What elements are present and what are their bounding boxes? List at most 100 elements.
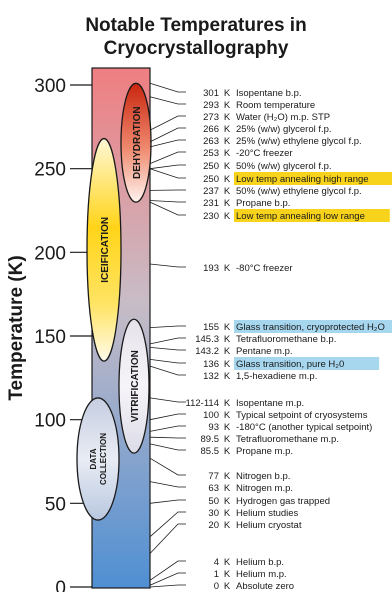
entry-description: Tetrafluoromethane m.p. — [236, 434, 339, 445]
entry-value: 100 — [203, 410, 219, 421]
entry-value: 263 — [203, 136, 219, 147]
entry-highlight — [234, 357, 380, 370]
entry-value: 237 — [203, 186, 219, 197]
entry-description: Water (H₂O) m.p. STP — [236, 112, 330, 123]
entry-unit: K — [224, 346, 231, 357]
region-label-dehydration: DEHYDRATION — [132, 106, 143, 179]
entry-unit: K — [224, 198, 231, 209]
leader-line — [149, 511, 186, 538]
entry-description: Nitrogen m.p. — [236, 483, 293, 494]
entry-unit: K — [224, 186, 231, 197]
entry-unit: K — [224, 359, 231, 370]
entry-value: 301 — [203, 88, 219, 99]
temperature-entry: 143.2 K Pentane m.p. — [195, 346, 292, 357]
y-tick-label: 50 — [45, 494, 66, 515]
leader-line — [149, 127, 186, 143]
entry-value: 1 — [214, 569, 219, 580]
entry-unit: K — [224, 483, 231, 494]
temperature-entry: 50 K Hydrogen gas trapped — [208, 496, 330, 507]
entry-value: 136 — [203, 359, 219, 370]
entry-unit: K — [224, 100, 231, 111]
leader-line — [149, 425, 186, 432]
temperature-entry: 0 K Absolute zero — [214, 581, 294, 592]
region-dehydration — [120, 82, 152, 203]
entry-description: Typical setpoint of cryosystems — [236, 410, 368, 421]
temperature-entry: 293 K Room temperature — [203, 100, 315, 111]
temperature-entry: 301 K Isopentane b.p. — [203, 88, 301, 99]
leader-line — [149, 359, 186, 364]
entry-value: 20 — [208, 520, 219, 531]
leader-line — [149, 263, 186, 268]
entry-description: Hydrogen gas trapped — [236, 496, 330, 507]
leader-line — [149, 457, 186, 476]
phase-regions: DEHYDRATION ICEIFICATION VITRIFICATION DATA… — [76, 82, 152, 521]
entry-highlight — [234, 209, 390, 222]
leader-line — [149, 481, 186, 488]
entry-unit: K — [224, 508, 231, 519]
entry-unit: K — [224, 446, 231, 457]
region-data-collection — [76, 397, 120, 521]
temperature-entry: 85.5 K Propane m.p. — [201, 446, 294, 457]
entry-value: 266 — [203, 124, 219, 135]
entry-description: 50% (w/w) ethylene glycol f.p. — [236, 186, 362, 197]
entry-description: -180°C (another typical setpoint) — [236, 422, 372, 433]
entry-description: Isopentane b.p. — [236, 88, 302, 99]
entry-unit: K — [224, 434, 231, 445]
leader-line — [149, 365, 186, 376]
entry-value: 230 — [203, 211, 219, 222]
leader-line — [149, 151, 186, 164]
entry-unit: K — [224, 422, 231, 433]
entry-unit: K — [224, 322, 231, 333]
entry-unit: K — [224, 496, 231, 507]
entry-description: 50% (w/w) glycerol f.p. — [236, 161, 332, 172]
entry-value: 145.3 — [195, 334, 219, 345]
entry-description: Glass transition, pure H₂0 — [236, 359, 344, 370]
region-label-iceification: ICEIFICATION — [100, 217, 111, 283]
entry-description: Nitrogen b.p. — [236, 471, 290, 482]
region-label-data-collection-line2: COLLECTION — [99, 433, 108, 485]
entry-description: 25% (w/w) glycerol f.p. — [236, 124, 332, 135]
entry-description: Helium m.p. — [236, 569, 287, 580]
y-tick-label: 100 — [34, 411, 66, 432]
leader-lines — [149, 82, 186, 588]
entry-description: Glass transition, cryoprotected H₂O — [236, 322, 385, 333]
entry-unit: K — [224, 410, 231, 421]
entry-description: -20°C freezer — [236, 148, 293, 159]
leader-line — [149, 164, 186, 170]
temperature-entries: 301 K Isopentane b.p.293 K Room temperature2… — [186, 88, 392, 592]
y-tick-label: 0 — [55, 578, 66, 592]
entry-unit: K — [224, 569, 231, 580]
entry-unit: K — [224, 124, 231, 135]
entry-description: Helium cryostat — [236, 520, 302, 531]
temperature-entry: 237 K 50% (w/w) ethylene glycol f.p. — [203, 186, 362, 197]
y-axis-label: Temperature (K) — [6, 255, 27, 400]
entry-description: Propane b.p. — [236, 198, 290, 209]
temperature-entry: 231 K Propane b.p. — [203, 198, 290, 209]
temperature-entry: 250 K 50% (w/w) glycerol f.p. — [203, 161, 331, 172]
entry-description: Absolute zero — [236, 581, 294, 592]
y-axis-ticks: 300 250 200 150 100 50 0 — [34, 76, 92, 592]
entry-unit: K — [224, 211, 231, 222]
entry-value: 250 — [203, 161, 219, 172]
temperature-entry: 77 K Nitrogen b.p. — [208, 471, 290, 482]
entry-value: 50 — [208, 496, 219, 507]
entry-description: Low temp annealing high range — [236, 174, 369, 185]
entry-value: 77 — [208, 471, 219, 482]
entry-unit: K — [224, 112, 231, 123]
temperature-entry: 112-114 K Isopentane m.p. — [186, 398, 305, 409]
entry-value: 63 — [208, 483, 219, 494]
temperature-entry: 273 K Water (H₂O) m.p. STP — [203, 112, 330, 123]
leader-line — [149, 200, 186, 203]
temperature-entry: 100 K Typical setpoint of cryosystems — [203, 410, 368, 421]
region-iceification — [86, 137, 122, 362]
entry-unit: K — [224, 263, 231, 274]
leader-line — [149, 139, 186, 148]
temperature-entry: 253 K -20°C freezer — [203, 148, 292, 159]
temperature-entry: 1 K Helium m.p. — [214, 569, 287, 580]
entry-value: 89.5 — [201, 434, 220, 445]
y-axis-label-group: Temperature (K) — [6, 255, 27, 400]
entry-value: 132 — [203, 371, 219, 382]
entry-description: Room temperature — [236, 100, 315, 111]
entry-description: Tetrafluoromethane b.p. — [236, 334, 336, 345]
